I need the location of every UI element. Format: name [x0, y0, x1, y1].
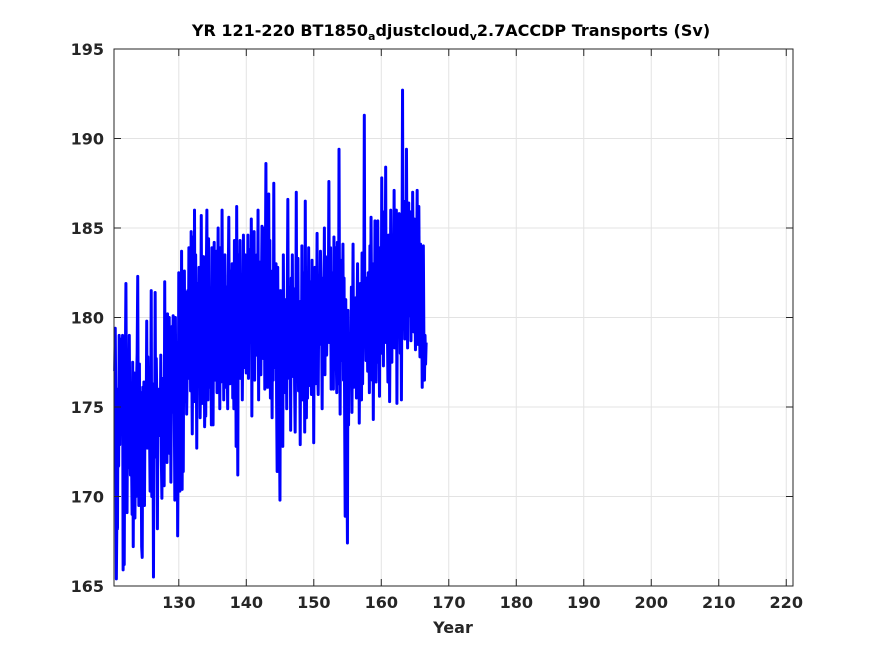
y-tick-label: 175: [71, 398, 104, 417]
series-layer: [113, 88, 428, 581]
y-tick-label: 190: [71, 130, 104, 149]
series-line: [113, 88, 428, 581]
y-tick-labels: 165 170 175 180 185 190 195: [71, 40, 104, 596]
chart-title: YR 121-220 BT1850adjustcloudv2.7ACCDP Tr…: [191, 21, 710, 43]
x-tick-label: 150: [297, 593, 330, 612]
y-tick-label: 185: [71, 219, 104, 238]
x-tick-label: 200: [635, 593, 668, 612]
y-tick-label: 195: [71, 40, 104, 59]
title-part: YR 121-220 BT1850: [191, 21, 368, 40]
x-axis-label: Year: [432, 618, 473, 637]
title-part: djustcloud: [375, 21, 469, 40]
x-tick-label: 130: [162, 593, 195, 612]
title-part: 2.7ACCDP Transports (Sv): [477, 21, 710, 40]
title-part: v: [470, 30, 478, 43]
y-tick-label: 170: [71, 488, 104, 507]
y-tick-label: 180: [71, 309, 104, 328]
x-tick-label: 190: [567, 593, 600, 612]
x-tick-label: 140: [230, 593, 263, 612]
y-tick-label: 165: [71, 577, 104, 596]
x-tick-label: 170: [432, 593, 465, 612]
tick-marks: [114, 48, 793, 587]
x-tick-label: 180: [500, 593, 533, 612]
x-tick-labels: 130 140 150 160 170 180 190 200 210 220: [162, 593, 803, 612]
x-tick-label: 210: [702, 593, 735, 612]
x-tick-label: 160: [365, 593, 398, 612]
title-part: a: [368, 30, 375, 43]
x-tick-label: 220: [770, 593, 803, 612]
